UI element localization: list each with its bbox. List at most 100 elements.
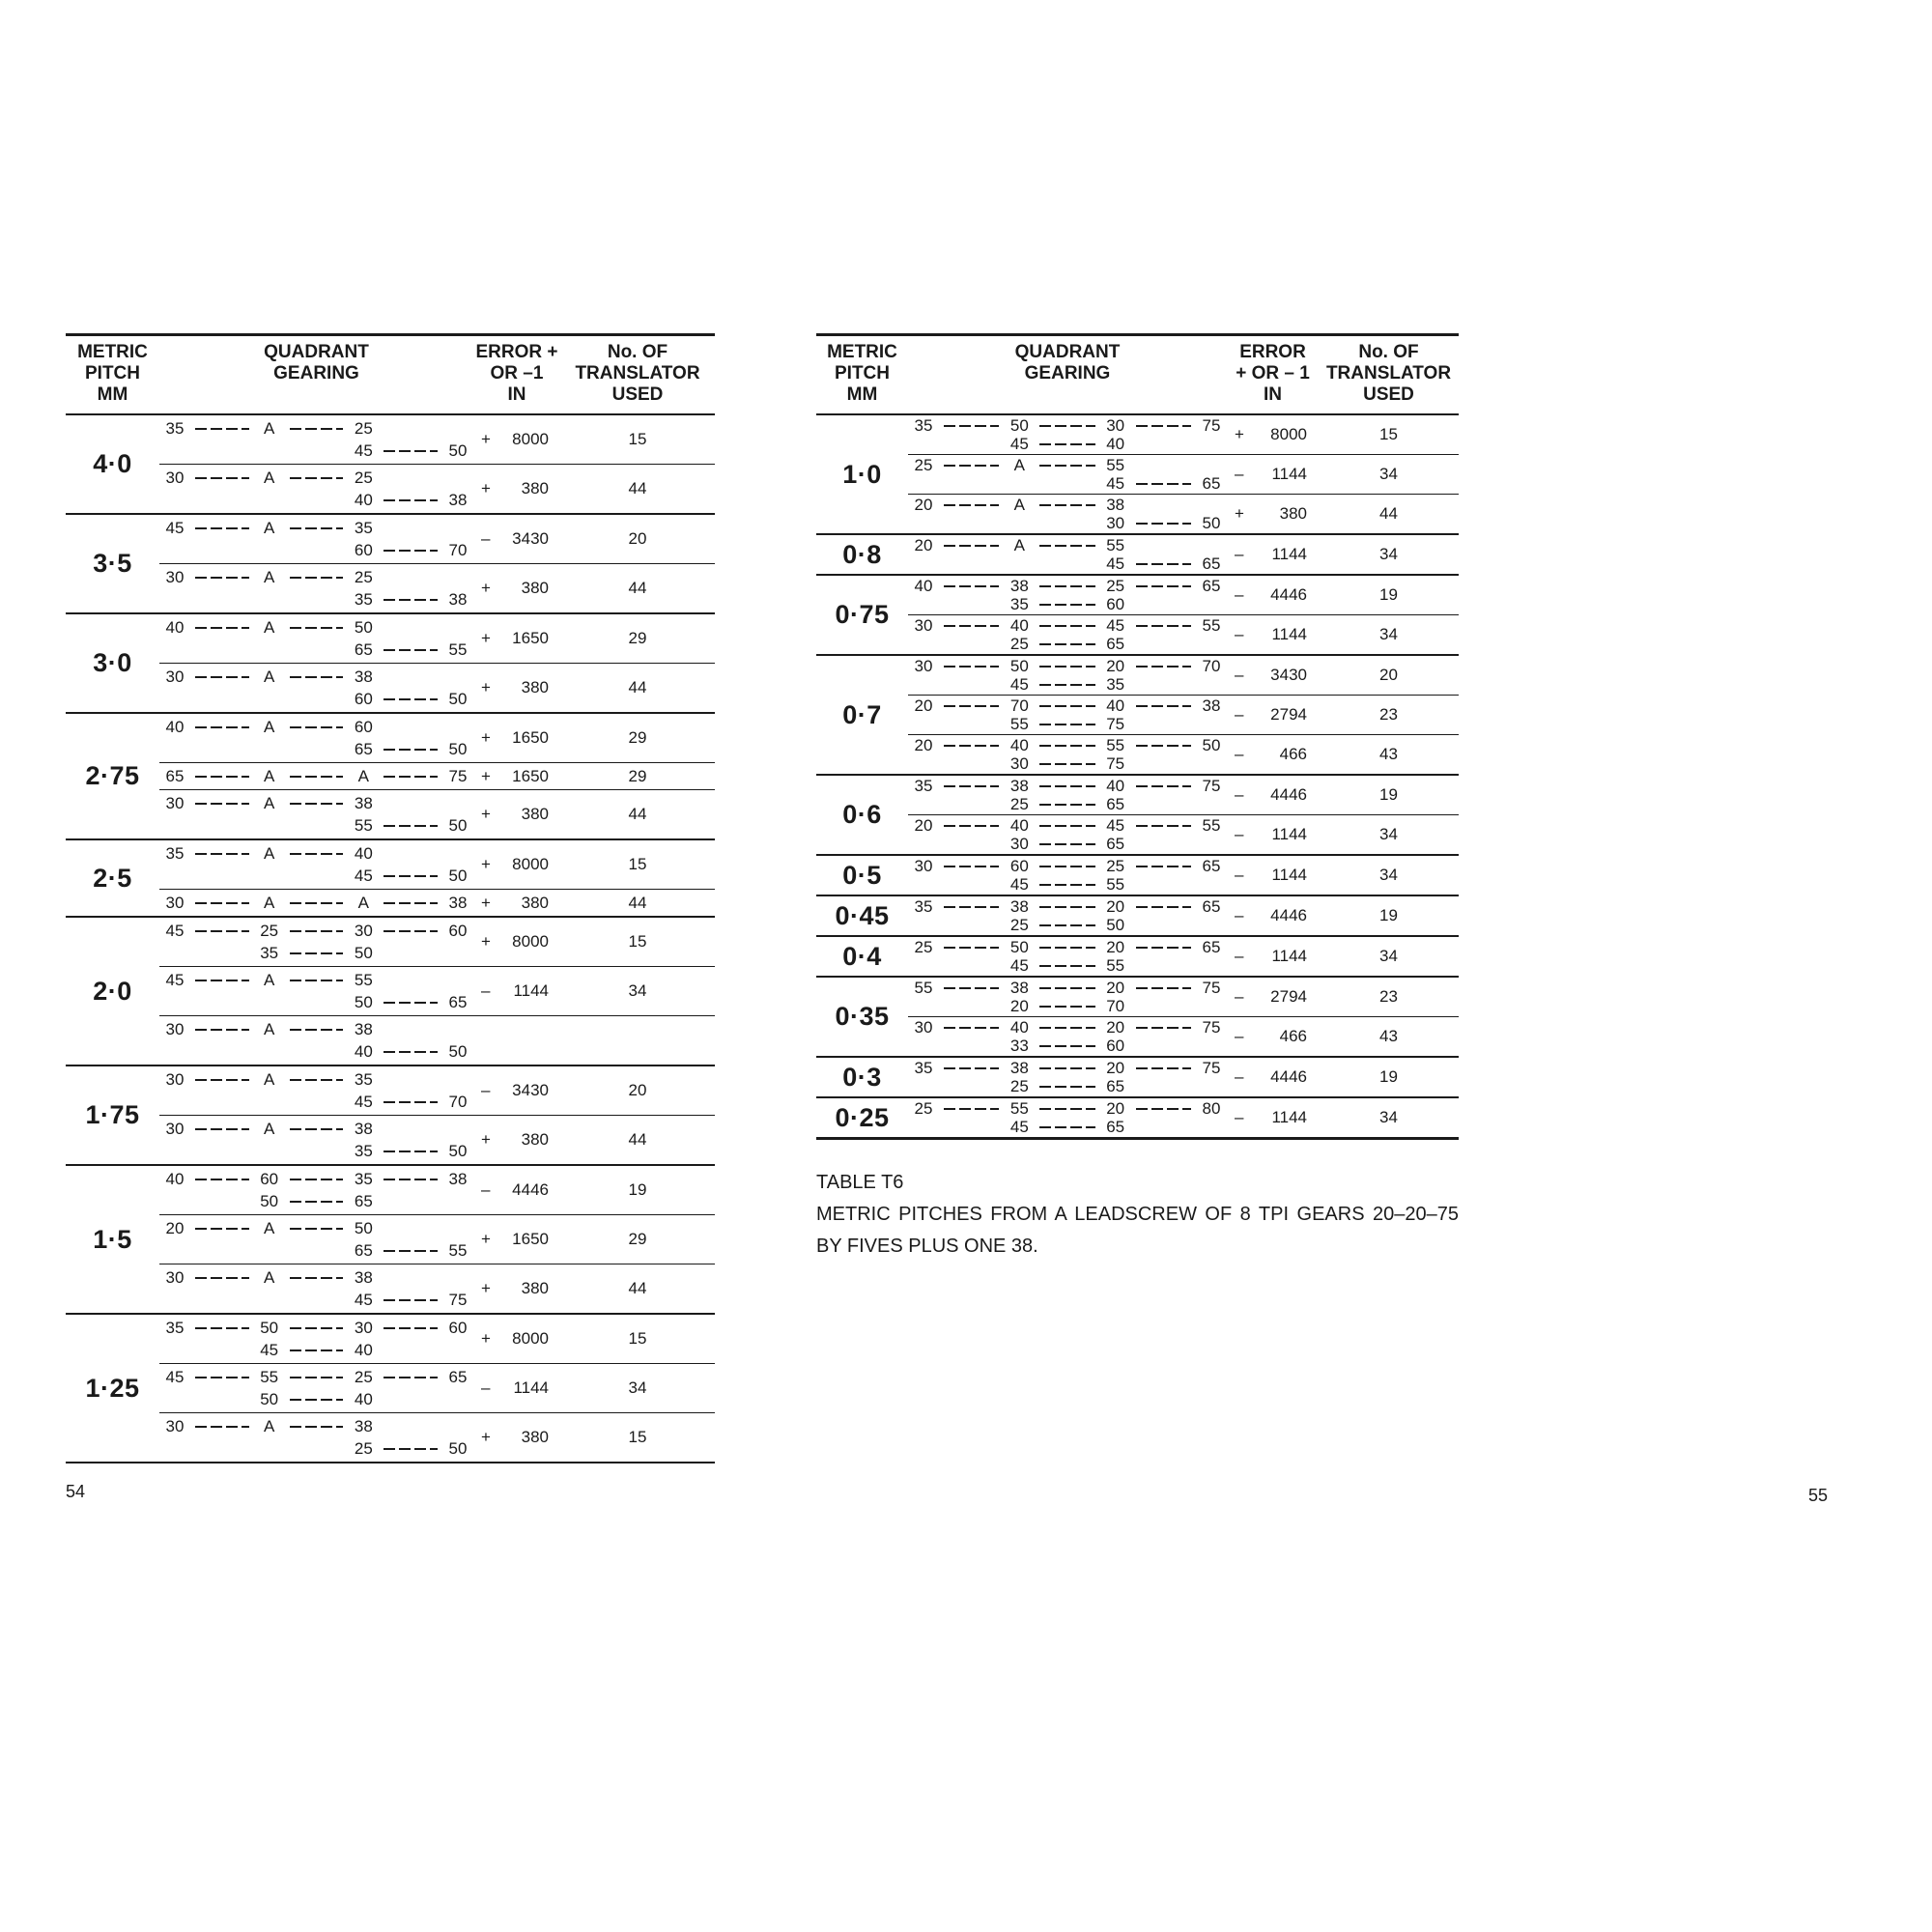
table-row: 35 A 25 45 50 +8000 15 [159,415,715,464]
error-cell: – 466 [1227,1027,1319,1046]
translator-count: 34 [1379,866,1398,884]
gear-value: 65 [354,739,373,758]
gear-connector [195,1028,249,1031]
translator-count: 15 [1379,425,1398,443]
gear-value: 35 [914,416,933,435]
gear-value: 55 [354,815,373,835]
table-row: 30 A 38 40 50 [159,1015,715,1065]
page-number: 55 [1808,1486,1829,1505]
gear-train-line: 55 50 [159,814,473,837]
gear-value: A [263,717,275,736]
gear-connector [289,626,344,629]
gear-value: 70 [1202,657,1221,675]
gear-connector [1135,563,1191,565]
translator-count: 44 [628,805,647,823]
translator-count: 34 [628,1378,647,1397]
error-cell: +380 [473,894,560,913]
gear-train-line: 40 50 [159,1040,473,1063]
gear-train-line: 30 50 [908,514,1227,532]
error-sign: + [481,1230,491,1248]
gear-value: 50 [354,1218,373,1237]
error-sign: + [481,479,491,497]
metric-pitch-value: 1·5 [93,1224,132,1254]
pitch-group: 0·3 35 38 20 75 25 65 – 4446 19 [816,1058,1459,1098]
error-value: 380 [521,678,549,696]
quadrant-gearing-cell: 30 40 45 55 25 65 [908,616,1227,653]
error-value: 466 [1279,1027,1307,1045]
gear-value: 30 [1009,835,1029,853]
gear-value: 45 [165,970,185,989]
translator-count: 44 [628,579,647,597]
gear-value: A [263,1119,275,1138]
gear-value: 30 [165,1069,185,1089]
quadrant-gearing-cell: 30 A 35 45 70 [159,1068,473,1113]
gear-connector [289,725,344,728]
gear-connector [289,1200,344,1203]
gear-value: 50 [448,1041,468,1061]
gear-connector [1135,906,1191,908]
gear-value: 50 [354,992,373,1011]
error-sign: – [1235,1067,1244,1086]
gear-value: 25 [1106,577,1125,595]
metric-pitch-value: 1·75 [85,1100,140,1129]
pitch-group-rows: 45 25 30 60 35 50 +8000 15 45 A 55 50 65–1144 34 30 A 38… [159,918,715,1065]
gear-value: 65 [1202,577,1221,595]
gear-train-line: 45 50 [159,440,473,462]
pitch-group: 4·0 35 A 25 45 50 +8000 15 30 A 25 40 38 +380 44 [66,415,715,515]
gear-connector [1135,666,1191,668]
gear-connector [195,1178,249,1180]
error-value: 1144 [1271,947,1307,965]
gear-value: 38 [1009,1059,1029,1077]
pitch-group-rows: 55 38 20 75 20 70–2794 23 30 40 20 75 33 60–466 43 [908,978,1459,1056]
gear-value: 55 [1202,816,1221,835]
gear-train-line: 40 A 60 [159,716,473,738]
gear-value: 25 [1009,795,1029,813]
gear-value: 65 [448,992,468,1011]
gear-value: 45 [1009,675,1029,694]
gear-connector [289,1398,344,1401]
gear-connector [1135,866,1191,867]
metric-pitch-value: 4·0 [93,449,132,478]
table-row: 40 38 25 65 35 60 – 4446 19 [908,576,1459,614]
error-sign: – [1235,465,1244,483]
translator-count: 19 [1379,1067,1398,1086]
gear-value: 38 [1009,577,1029,595]
error-cell: +380 [473,579,560,598]
caption-text: METRIC PITCHES FROM A LEADSCREW OF 8 TPI… [816,1204,1459,1257]
gear-connector [289,1178,344,1180]
gear-connector [1135,585,1191,587]
error-cell: +380 [473,479,560,498]
table-row: 20 40 45 55 30 65 – 1144 34 [908,814,1459,854]
gear-value: 30 [914,616,933,635]
gear-value: 40 [914,577,933,595]
gear-train-line: 35 50 [159,942,473,964]
error-cell: – 1144 [473,1378,560,1398]
pitch-group-rows: 35 50 30 75 45 40 +8000 15 25 A 55 45 65–1144 34 20 A 38… [908,415,1459,533]
error-sign: + [481,932,491,951]
gear-value: A [263,567,275,586]
gear-connector [195,1276,249,1279]
gear-connector [944,545,1000,547]
gear-value: 55 [260,1367,279,1386]
gear-connector [944,425,1000,427]
gear-connector [195,427,249,430]
gear-value: 38 [448,490,468,509]
metric-pitch-value: 2·75 [85,761,140,790]
gear-train-line: 40 38 [159,489,473,511]
table-row: 45 A 55 50 65– 1144 34 [159,966,715,1015]
gear-connector [195,576,249,579]
gear-train-line: 50 40 [159,1388,473,1410]
gear-value: 55 [1009,1099,1029,1118]
translator-count: 44 [628,479,647,497]
quadrant-gearing-cell: 35 A 25 45 50 [159,417,473,462]
error-value: 1650 [512,1230,549,1248]
gear-value: 38 [354,667,373,686]
error-sign: + [481,855,491,873]
pitch-group-rows: 35 A 40 45 50 +8000 15 30 A A 38 +380 44 [159,840,715,916]
gear-connector [944,1108,1000,1110]
gear-value: 30 [165,1416,185,1435]
gear-train-line: 45 50 [159,865,473,887]
quadrant-gearing-cell: 40 A 50 65 55 [159,616,473,661]
table-row: 25 50 20 65 45 55 – 1144 34 [908,937,1459,976]
gear-value: 20 [1106,897,1125,916]
